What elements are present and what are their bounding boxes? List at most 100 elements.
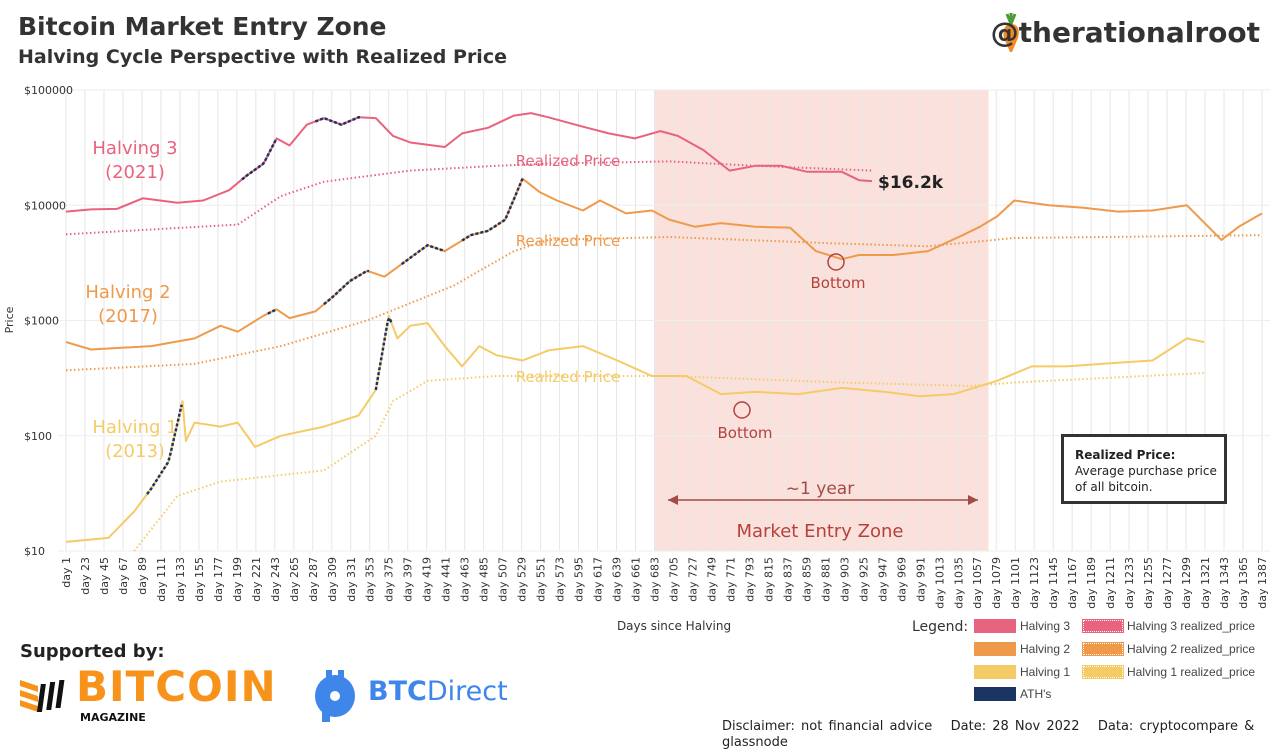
y-axis-title: Price	[3, 306, 16, 333]
ath-segment	[267, 308, 278, 315]
direct-text: Direct	[426, 676, 508, 707]
x-tick-label: day 793	[743, 557, 756, 602]
x-tick-label: day 353	[364, 557, 377, 602]
page-subtitle: Halving Cycle Perspective with Realized …	[18, 46, 507, 68]
x-tick-label: day 969	[895, 557, 908, 602]
realized-price-infobox: Realized Price: Average purchase price o…	[1061, 434, 1227, 504]
x-tick-label: day 991	[914, 557, 927, 602]
legend-swatch-halving1-realized	[1082, 665, 1124, 679]
legend-label: Halving 2 realized_price	[1127, 642, 1256, 656]
magazine-label: MAGAZINE	[80, 711, 146, 724]
x-tick-label: day 375	[383, 557, 396, 602]
legend-swatch-halving1	[974, 665, 1016, 679]
y-tick-label: $1000	[24, 315, 59, 328]
infobox-text: of all bitcoin.	[1075, 480, 1153, 494]
last-price-label: $16.2k	[878, 173, 944, 193]
bottom-marker	[827, 253, 845, 271]
x-tick-label: day 441	[440, 557, 453, 602]
x-tick-label: day 243	[269, 557, 282, 602]
bitcoin-magazine-logo-icon	[20, 680, 65, 712]
x-tick-label: day 1	[60, 557, 73, 588]
infobox-title: Realized Price:	[1075, 448, 1176, 462]
x-tick-label: day 1233	[1123, 557, 1136, 609]
x-tick-label: day 133	[174, 557, 187, 602]
bottom-label: Bottom	[810, 274, 865, 292]
x-tick-label: day 45	[98, 557, 111, 595]
x-tick-label: day 1101	[1009, 557, 1022, 609]
x-tick-label: day 1255	[1142, 557, 1155, 609]
x-tick-label: day 617	[592, 557, 605, 602]
x-tick-label: day 1167	[1066, 557, 1079, 609]
legend-label: Halving 3	[1020, 619, 1071, 633]
x-tick-label: day 749	[705, 557, 718, 602]
x-tick-label: day 1299	[1180, 557, 1193, 609]
x-tick-label: day 771	[724, 557, 737, 602]
x-tick-label: day 507	[497, 557, 510, 602]
x-tick-label: day 639	[611, 557, 624, 602]
legend-label: ATH's	[1020, 687, 1052, 701]
realized-price-label: Realized Price	[516, 152, 621, 170]
x-tick-label: day 265	[288, 557, 301, 602]
x-tick-label: day 221	[250, 557, 263, 602]
x-tick-label: day 1013	[933, 557, 946, 609]
y-tick-label: $100000	[24, 84, 73, 97]
series-line-halving-2	[65, 177, 1263, 351]
x-tick-label: day 573	[554, 557, 567, 602]
x-tick-label: day 947	[876, 557, 889, 602]
bottom-marker	[733, 401, 751, 419]
x-tick-label: day 177	[212, 557, 225, 602]
x-tick-label: day 1343	[1218, 557, 1231, 609]
y-tick-label: $10000	[24, 199, 66, 212]
x-tick-label: day 727	[686, 557, 699, 602]
x-tick-label: day 1277	[1161, 557, 1174, 609]
halving-label: (2013)	[105, 441, 165, 462]
x-tick-label: day 89	[136, 557, 149, 595]
x-tick-label: day 1145	[1047, 557, 1060, 609]
legend-label: Halving 3 realized_price	[1127, 619, 1256, 633]
ath-segment	[323, 269, 370, 306]
supported-by-label: Supported by:	[20, 641, 165, 662]
x-tick-label: day 661	[630, 557, 643, 602]
x-tick-label: day 309	[326, 557, 339, 602]
legend-label: Halving 1	[1020, 665, 1071, 679]
bottom-label: Bottom	[717, 424, 772, 442]
realized-price-label: Realized Price	[516, 232, 621, 250]
x-tick-label: day 287	[307, 557, 320, 602]
x-tick-label: day 705	[667, 557, 680, 602]
series-line-halving-1	[65, 314, 1205, 543]
realized-price-label: Realized Price	[516, 368, 621, 386]
y-tick-label: $10	[24, 545, 45, 558]
x-axis-title: Days since Halving	[617, 619, 731, 633]
x-tick-label: day 837	[781, 557, 794, 602]
x-tick-label: day 155	[193, 557, 206, 602]
x-tick-label: day 23	[79, 557, 92, 595]
x-tick-label: day 419	[421, 557, 434, 602]
x-tick-label: day 1189	[1085, 557, 1098, 609]
legend-swatch-halving2	[974, 642, 1016, 656]
disclaimer: Disclaimer: not financial advice	[722, 719, 933, 734]
x-tick-label: day 67	[117, 557, 130, 595]
x-tick-label: day 1079	[990, 557, 1003, 609]
market-entry-zone-label: Market Entry Zone	[736, 521, 903, 542]
series-line-halving-1-realized-price	[133, 372, 1205, 552]
x-tick-label: day 529	[516, 557, 529, 602]
btcdirect-logo-icon	[315, 670, 355, 722]
x-tick-label: day 903	[838, 557, 851, 602]
x-tick-label: day 463	[459, 557, 472, 602]
x-tick-label: day 1123	[1028, 557, 1041, 609]
x-tick-label: day 111	[155, 557, 168, 602]
x-tick-label: day 485	[478, 557, 491, 602]
x-tick-label: day 683	[649, 557, 662, 602]
legend-swatch-ath	[974, 687, 1016, 701]
x-tick-label: day 1035	[952, 557, 965, 609]
series-line-halving-3	[65, 112, 873, 213]
x-tick-label: day 1057	[971, 557, 984, 609]
btc-text: BTC	[368, 676, 427, 707]
ath-segment	[374, 315, 393, 391]
x-tick-label: day 1211	[1104, 557, 1117, 609]
ath-segment	[146, 404, 183, 495]
legend-swatch-halving2-realized	[1082, 642, 1124, 656]
series-line-halving-2-realized-price	[65, 234, 1263, 372]
halving-label: (2021)	[105, 162, 165, 183]
btcdirect-logo: BTCDirect	[368, 676, 508, 708]
